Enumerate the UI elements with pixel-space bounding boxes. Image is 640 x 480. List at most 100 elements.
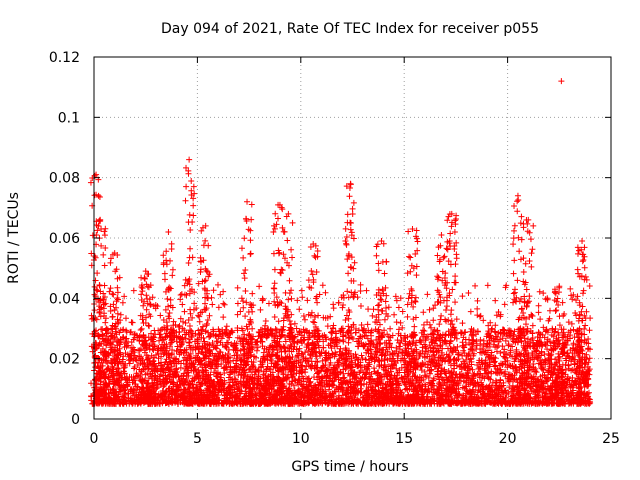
data-point <box>183 292 190 299</box>
data-point <box>220 300 227 307</box>
data-point <box>216 348 223 355</box>
data-point <box>195 327 202 334</box>
data-point <box>573 330 580 337</box>
data-point <box>491 338 498 345</box>
data-point <box>547 342 554 349</box>
data-point <box>562 355 569 362</box>
data-point <box>387 325 394 332</box>
data-point <box>365 306 372 313</box>
data-point <box>462 329 469 336</box>
data-point <box>442 338 449 345</box>
data-point <box>475 365 482 372</box>
data-points <box>87 78 594 407</box>
data-point <box>565 353 572 360</box>
data-point <box>179 325 186 332</box>
data-point <box>304 297 311 304</box>
data-point <box>214 281 221 288</box>
data-point <box>382 284 389 291</box>
data-point <box>156 337 163 344</box>
data-point <box>502 361 509 368</box>
data-point <box>582 360 589 367</box>
data-point <box>221 301 228 308</box>
data-point <box>299 294 306 301</box>
data-point <box>382 305 389 312</box>
data-point <box>362 356 369 363</box>
data-point <box>361 381 368 388</box>
data-point <box>495 342 502 349</box>
data-point <box>122 350 129 357</box>
data-point <box>265 300 272 307</box>
data-point <box>256 388 263 395</box>
data-point <box>474 312 481 319</box>
data-point <box>138 325 145 332</box>
data-point <box>245 366 252 373</box>
data-point <box>258 338 265 345</box>
data-point <box>361 342 368 349</box>
data-point <box>296 306 303 313</box>
data-point <box>363 370 370 377</box>
data-point <box>480 337 487 344</box>
data-point <box>151 342 158 349</box>
data-point <box>322 289 329 296</box>
data-point <box>319 282 326 289</box>
data-point <box>569 296 576 303</box>
data-point <box>542 342 549 349</box>
data-point <box>424 319 431 326</box>
data-point <box>237 308 244 315</box>
data-point <box>314 359 321 366</box>
data-point <box>181 354 188 361</box>
data-point <box>449 286 456 293</box>
data-point <box>492 297 499 304</box>
data-point <box>348 334 355 341</box>
data-point <box>234 300 241 307</box>
data-point <box>221 370 228 377</box>
data-point <box>399 308 406 315</box>
data-point <box>385 304 392 311</box>
data-point <box>364 321 371 328</box>
data-point <box>315 333 322 340</box>
data-point <box>395 304 402 311</box>
data-point <box>468 325 475 332</box>
data-point <box>222 343 229 350</box>
data-point <box>182 335 189 342</box>
data-point <box>586 355 593 362</box>
data-point <box>494 370 501 377</box>
data-point <box>166 343 173 350</box>
data-point <box>423 373 430 380</box>
data-point <box>547 307 554 314</box>
data-point <box>282 338 289 345</box>
data-point <box>137 326 144 333</box>
data-point <box>130 287 137 294</box>
data-point <box>420 321 427 328</box>
data-point <box>467 308 474 315</box>
data-point <box>476 313 483 320</box>
data-point <box>529 322 536 329</box>
data-point <box>544 346 551 353</box>
data-point <box>300 312 307 319</box>
data-point <box>586 327 593 334</box>
data-point <box>291 382 298 389</box>
data-point <box>459 293 466 300</box>
data-point <box>214 338 221 345</box>
data-point <box>114 294 121 301</box>
data-point <box>223 323 230 330</box>
data-point <box>138 291 145 298</box>
data-point <box>369 312 376 319</box>
data-point <box>518 337 525 344</box>
data-point <box>272 325 279 332</box>
data-point <box>210 287 217 294</box>
data-point <box>465 289 472 296</box>
data-point <box>426 370 433 377</box>
data-point <box>103 342 110 349</box>
data-point <box>209 301 216 308</box>
data-point <box>586 283 593 290</box>
data-point <box>357 303 364 310</box>
data-point <box>117 311 124 318</box>
data-point <box>536 288 543 295</box>
data-point <box>579 303 586 310</box>
data-point <box>506 384 513 391</box>
data-point <box>250 333 257 340</box>
data-point <box>181 291 188 298</box>
data-point <box>288 381 295 388</box>
grid-lines <box>94 57 611 419</box>
